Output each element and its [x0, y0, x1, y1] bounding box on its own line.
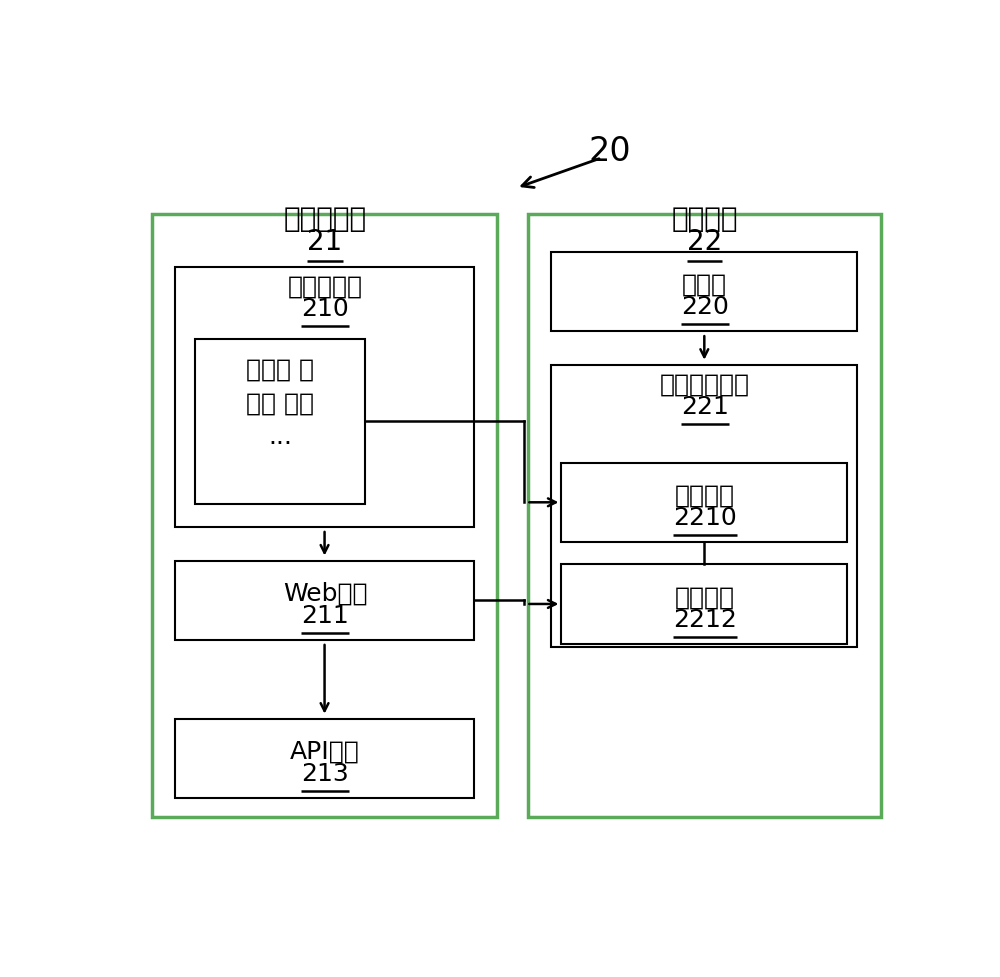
- Text: 2212: 2212: [673, 608, 737, 632]
- Text: 校验、 安: 校验、 安: [246, 358, 314, 381]
- Text: 框架接口: 框架接口: [675, 585, 735, 610]
- Text: 中间件单元: 中间件单元: [283, 205, 367, 233]
- Text: API模块: API模块: [290, 739, 360, 763]
- Text: 插件库: 插件库: [682, 273, 727, 296]
- Text: 213: 213: [301, 761, 349, 786]
- Text: 插件框架模块: 插件框架模块: [660, 372, 750, 397]
- Text: 21: 21: [307, 228, 343, 255]
- Bar: [152, 215, 497, 817]
- Bar: [551, 253, 857, 331]
- Bar: [175, 561, 474, 640]
- Text: 插件管理器: 插件管理器: [287, 275, 362, 299]
- Text: 装、 加载: 装、 加载: [246, 391, 314, 415]
- Text: 211: 211: [301, 603, 349, 627]
- Text: 插件单元: 插件单元: [671, 205, 738, 233]
- Text: 210: 210: [301, 297, 349, 321]
- Text: 221: 221: [681, 395, 729, 419]
- Bar: [175, 719, 474, 798]
- Bar: [561, 565, 847, 644]
- Text: 220: 220: [681, 295, 729, 319]
- Bar: [528, 215, 881, 817]
- Text: 22: 22: [687, 228, 722, 255]
- Text: Web引擎: Web引擎: [283, 580, 367, 605]
- Bar: [195, 339, 365, 505]
- Text: 插件接口: 插件接口: [675, 483, 735, 507]
- Text: ...: ...: [268, 425, 292, 449]
- Bar: [561, 463, 847, 542]
- Text: 2210: 2210: [673, 505, 737, 530]
- Bar: [551, 365, 857, 648]
- Bar: [175, 268, 474, 528]
- Text: 20: 20: [588, 135, 631, 168]
